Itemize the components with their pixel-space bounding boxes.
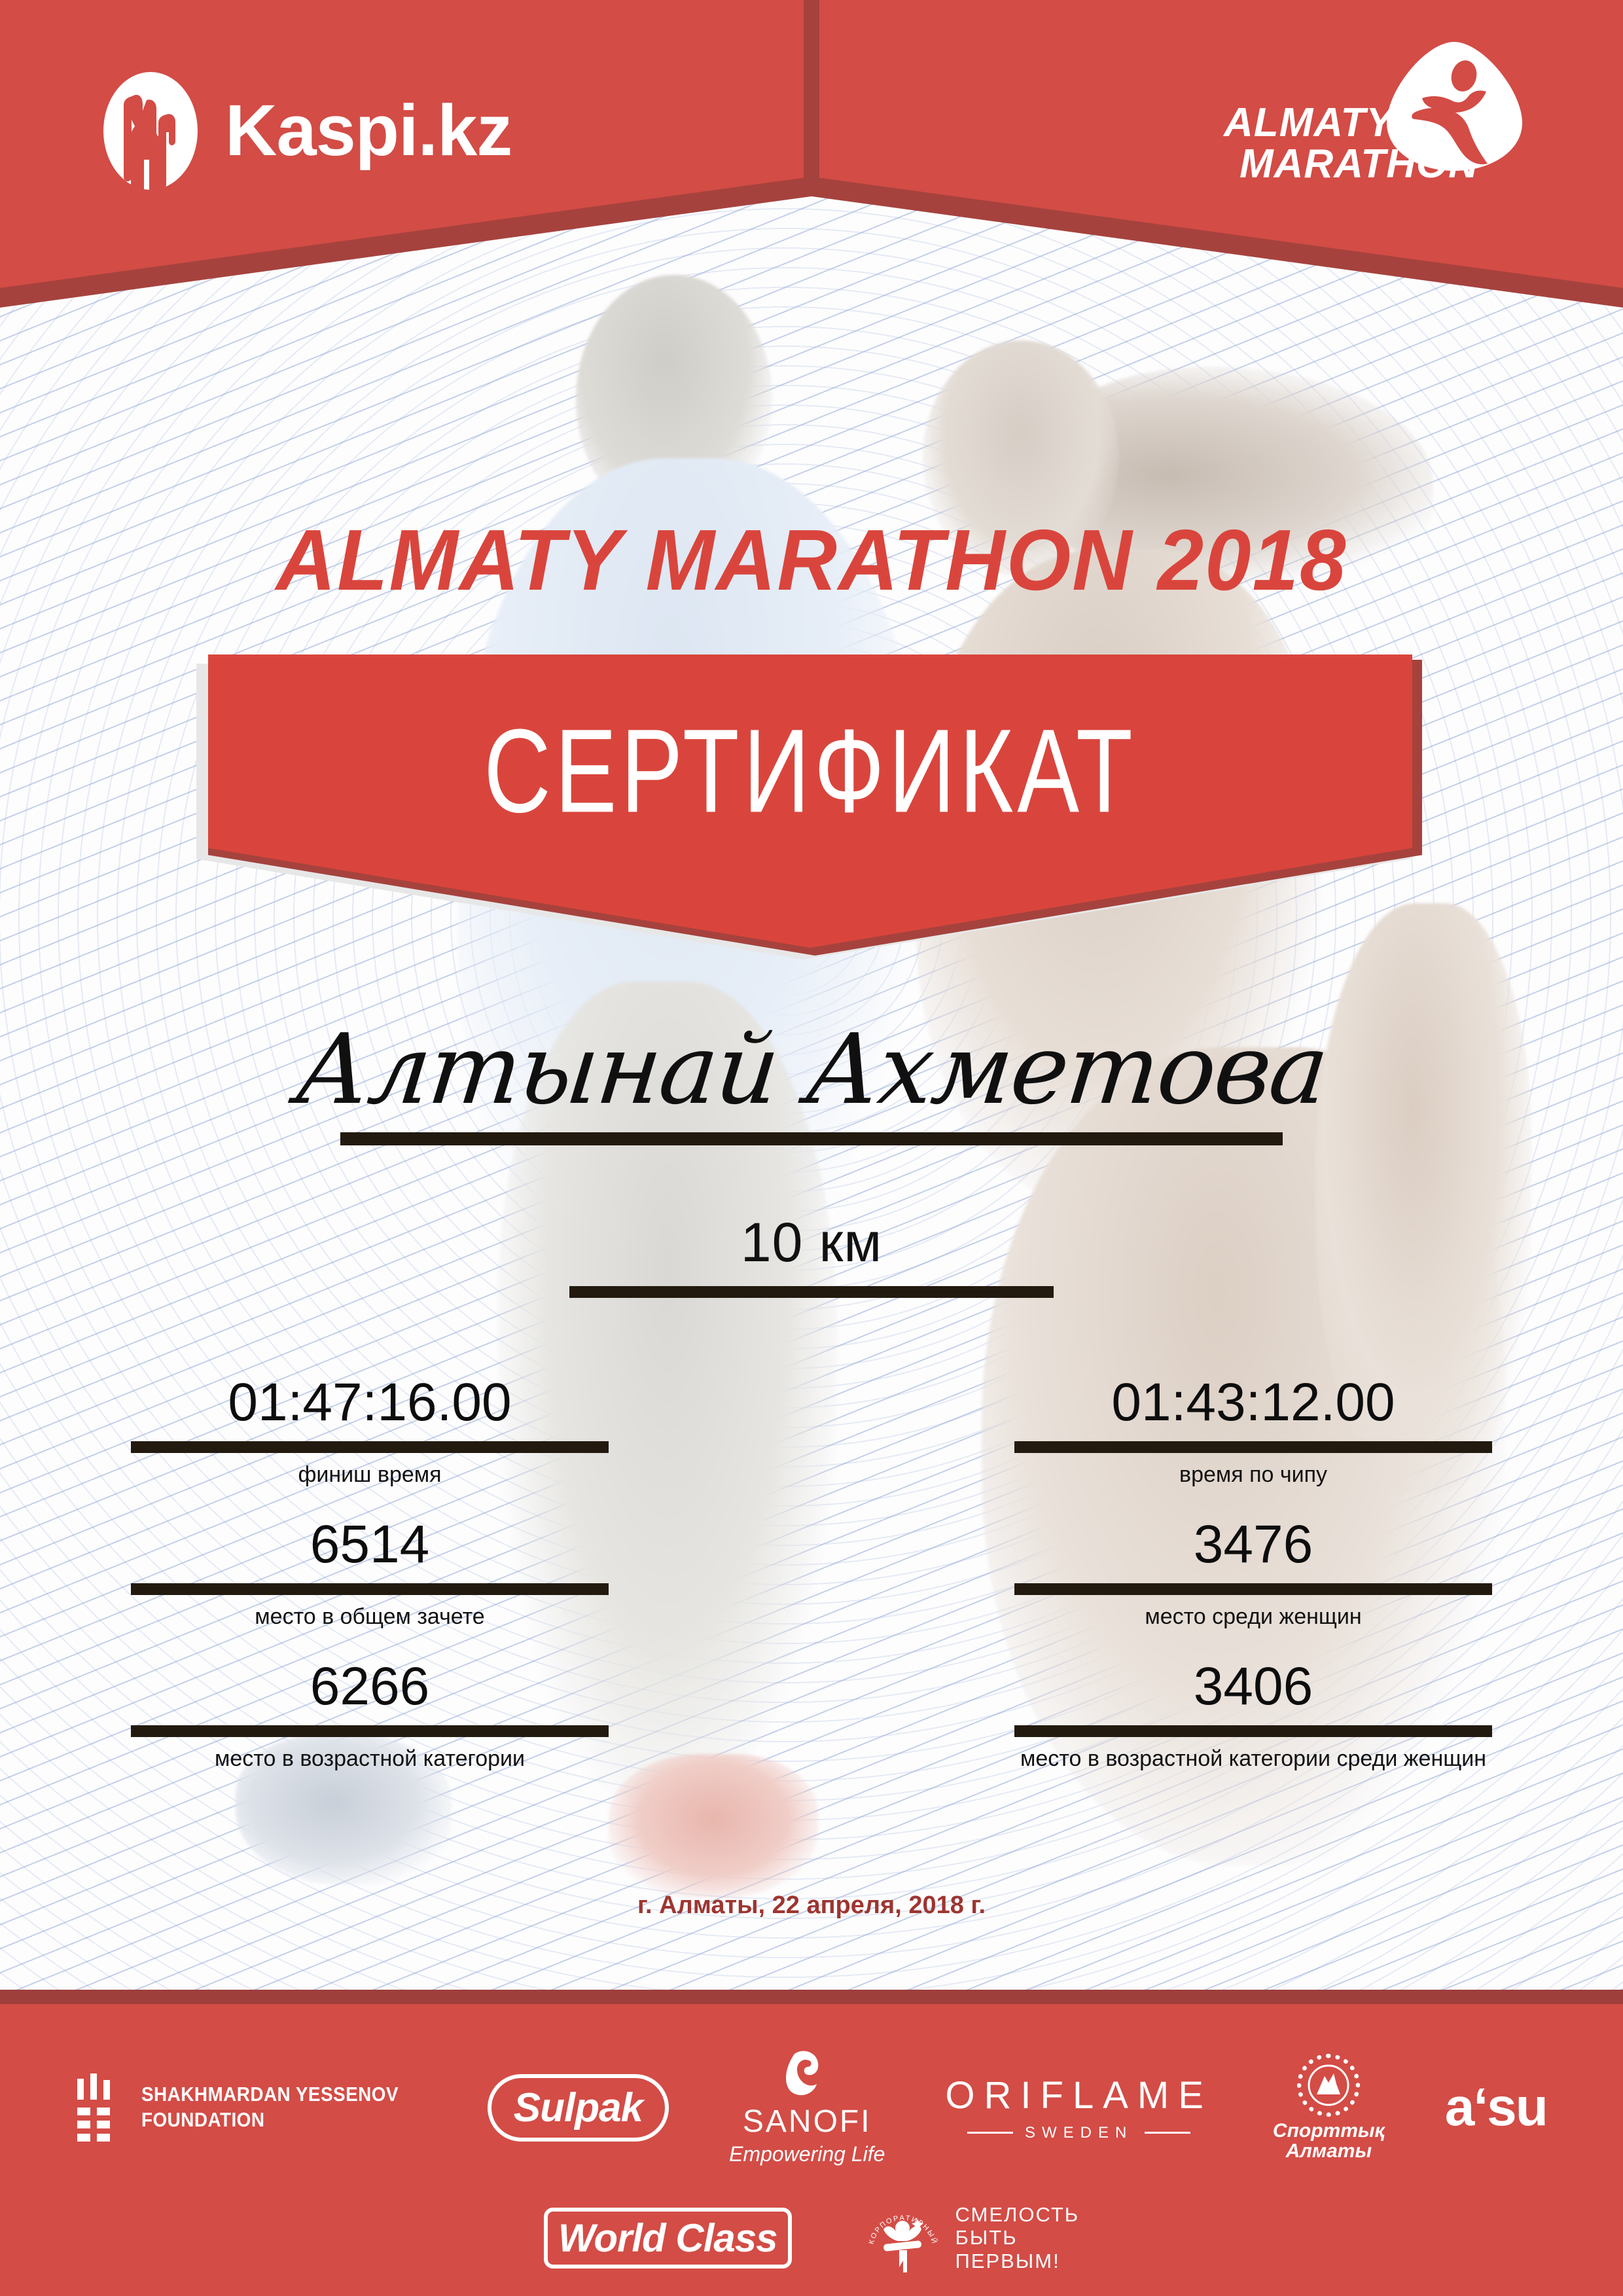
ghost-female-arm bbox=[1315, 903, 1531, 1492]
result-label: время по чипу bbox=[1179, 1462, 1327, 1488]
result-value: 6514 bbox=[310, 1515, 430, 1575]
result-rule bbox=[1014, 1441, 1492, 1454]
sulpak-wordmark: Sulpak bbox=[513, 2085, 643, 2130]
result-women-place: 3476 место среди женщин bbox=[1014, 1516, 1492, 1630]
result-value: 01:43:12.00 bbox=[1111, 1372, 1395, 1432]
sponsors-row-secondary: World Class КОРПОРАТИВНЫЙ ФОНД bbox=[0, 2199, 1623, 2276]
ghost-shoe-right bbox=[609, 1754, 818, 1898]
footer-divider bbox=[0, 1990, 1623, 2004]
kaspi-family-icon bbox=[98, 69, 203, 193]
running-man-drop-icon bbox=[1384, 39, 1525, 173]
result-label: место в возрастной категории bbox=[215, 1746, 525, 1772]
results-row: 6266 место в возрастной категории 3406 м… bbox=[0, 1659, 1623, 1772]
yessenov-line-1: SHAKHMARDAN YESSENOV bbox=[141, 2083, 399, 2106]
result-value: 3406 bbox=[1193, 1657, 1313, 1717]
header-seam-stripe bbox=[804, 0, 819, 190]
oriflame-country: SWEDEN bbox=[1024, 2123, 1133, 2142]
sponsors-footer: SHAKHMARDAN YESSENOV FOUNDATION Sulpak S… bbox=[0, 1990, 1623, 2296]
world-class-line-2: Class bbox=[675, 2215, 777, 2260]
result-age-group-place: 6266 место в возрастной категории bbox=[131, 1659, 609, 1772]
oriflame-wordmark: ORIFLAME bbox=[945, 2073, 1213, 2117]
sponsor-yessenov-label: SHAKHMARDAN YESSENOV FOUNDATION bbox=[141, 2082, 399, 2133]
result-value: 3476 bbox=[1193, 1515, 1313, 1575]
result-rule bbox=[131, 1583, 609, 1596]
world-class-line-1: World bbox=[558, 2215, 666, 2260]
sport-almaty-label: Спорттық Алматы bbox=[1272, 2119, 1385, 2162]
sponsor-yessenov-foundation: SHAKHMARDAN YESSENOV FOUNDATION bbox=[76, 2073, 427, 2142]
ghost-shoe-left bbox=[236, 1734, 452, 1885]
banner-label: СЕРТИФИКАТ bbox=[484, 704, 1137, 838]
result-age-group-women-place: 3406 место в возрастной категории среди … bbox=[1014, 1659, 1492, 1772]
athlete-name-rule bbox=[340, 1132, 1283, 1145]
sport-almaty-wreath-icon bbox=[1297, 2053, 1361, 2117]
result-label: место в общем зачете bbox=[255, 1604, 485, 1630]
almaty-marathon-logo: ALMATY MARATHON bbox=[1224, 39, 1525, 209]
athlete-name: Алтынай Ахметова bbox=[291, 1013, 1332, 1126]
courage-line-2: БЫТЬ bbox=[955, 2226, 1018, 2250]
results-row: 6514 место в общем зачете 3476 место сре… bbox=[0, 1516, 1623, 1630]
sponsor-sport-almaty: Спорттық Алматы bbox=[1272, 2053, 1385, 2162]
sponsor-world-class: World Class bbox=[543, 2207, 792, 2269]
sponsor-sulpak: Sulpak bbox=[487, 2073, 669, 2142]
oriflame-rule-right bbox=[1145, 2132, 1191, 2134]
courage-slogan: СМЕЛОСТЬ БЫТЬ ПЕРВЫМ! bbox=[955, 2203, 1080, 2273]
courage-line-3: ПЕРВЫМ! bbox=[955, 2249, 1060, 2272]
page-title: ALMATY MARATHON 2018 bbox=[276, 512, 1347, 608]
result-chip-time: 01:43:12.00 время по чипу bbox=[1014, 1374, 1492, 1488]
result-label: место в возрастной категории среди женщи… bbox=[1020, 1746, 1486, 1772]
sport-almaty-line-1: Спорттық bbox=[1272, 2119, 1385, 2142]
asu-wordmark-icon: aʻsu bbox=[1444, 2077, 1548, 2137]
distance-rule bbox=[569, 1286, 1054, 1298]
sanofi-wordmark: SANOFI bbox=[742, 2104, 872, 2139]
result-rule bbox=[131, 1725, 609, 1738]
result-overall-place: 6514 место в общем зачете bbox=[131, 1516, 609, 1630]
kaspi-logo-text: Kaspi.kz bbox=[225, 90, 512, 171]
distance-block: 10 км bbox=[0, 1211, 1623, 1298]
results-grid: 01:47:16.00 финиш время 01:43:12.00 врем… bbox=[0, 1374, 1623, 1801]
sponsors-row-primary: SHAKHMARDAN YESSENOV FOUNDATION Sulpak S… bbox=[0, 2049, 1623, 2166]
marathon-line-1: ALMATY bbox=[1224, 100, 1394, 145]
result-rule bbox=[1014, 1583, 1492, 1596]
sanofi-tagline: Empowering Life bbox=[729, 2142, 885, 2166]
distance-value: 10 км bbox=[740, 1211, 883, 1273]
sanofi-bird-icon bbox=[781, 2049, 832, 2100]
results-row: 01:47:16.00 финиш время 01:43:12.00 врем… bbox=[0, 1374, 1623, 1488]
result-value: 6266 bbox=[310, 1657, 430, 1717]
result-finish-time: 01:47:16.00 финиш время bbox=[131, 1374, 609, 1488]
sport-almaty-line-2: Алматы bbox=[1285, 2140, 1372, 2162]
header-band: Kaspi.kz ALMATY MARATHON bbox=[0, 0, 1623, 393]
sponsor-asu: aʻsu bbox=[1444, 2077, 1548, 2138]
place-and-date: г. Алматы, 22 апреля, 2018 г. bbox=[637, 1892, 986, 1919]
result-label: финиш время bbox=[298, 1462, 442, 1488]
result-rule bbox=[1014, 1725, 1492, 1738]
ghost-male-legs bbox=[497, 982, 838, 1800]
result-value: 01:47:16.00 bbox=[228, 1372, 512, 1432]
world-class-wordmark: World Class bbox=[558, 2215, 778, 2261]
courage-figure-icon: КОРПОРАТИВНЫЙ ФОНД bbox=[864, 2199, 941, 2276]
certificate-banner: СЕРТИФИКАТ bbox=[196, 655, 1427, 962]
athlete-name-block: Алтынай Ахметова bbox=[0, 1013, 1623, 1145]
kaspi-logo: Kaspi.kz bbox=[98, 69, 512, 193]
result-rule bbox=[131, 1441, 609, 1454]
sponsor-oriflame: ORIFLAME SWEDEN bbox=[945, 2073, 1213, 2142]
sponsor-sanofi: SANOFI Empowering Life bbox=[729, 2049, 885, 2166]
ghost-female-head bbox=[923, 340, 1119, 576]
sponsor-courage-fund: КОРПОРАТИВНЫЙ ФОНД СМЕЛОСТЬ БЫТЬ ПЕРВЫМ! bbox=[864, 2199, 1080, 2276]
yessenov-line-2: FOUNDATION bbox=[141, 2108, 265, 2131]
courage-line-1: СМЕЛОСТЬ bbox=[955, 2202, 1080, 2226]
yessenov-bars-icon bbox=[76, 2073, 124, 2142]
oriflame-rule-left bbox=[967, 2132, 1013, 2134]
oriflame-sub: SWEDEN bbox=[967, 2123, 1191, 2142]
result-label: место среди женщин bbox=[1145, 1604, 1362, 1630]
